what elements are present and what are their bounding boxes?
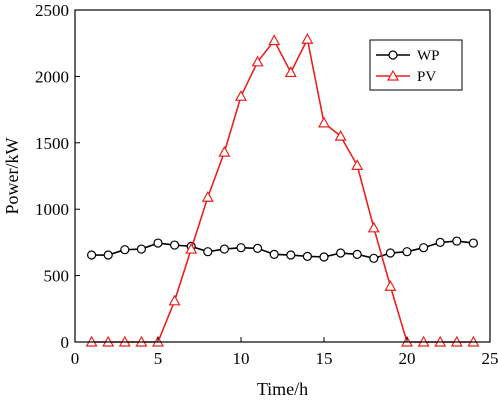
- series-pv-point: [168, 294, 181, 306]
- series-wp-point: [352, 249, 362, 259]
- series-wp-point: [369, 253, 379, 263]
- series-wp-point: [302, 251, 312, 261]
- series-wp-point: [103, 250, 113, 260]
- y-tick-label: 1000: [35, 200, 69, 219]
- series-wp-point: [86, 250, 97, 260]
- series-wp-point: [236, 243, 246, 253]
- x-tick-label: 15: [316, 349, 333, 368]
- series-pv-point: [268, 34, 281, 46]
- x-tick-label: 25: [482, 349, 498, 368]
- series-wp-point: [153, 238, 163, 248]
- x-tick-label: 5: [154, 349, 163, 368]
- plot-frame: [74, 9, 491, 343]
- series-wp-point: [269, 249, 279, 259]
- legend: WP PV: [369, 39, 463, 91]
- series-wp-point: [319, 252, 329, 262]
- x-tick-label: 0: [71, 349, 80, 368]
- y-tick-label: 500: [44, 267, 70, 286]
- series-wp-point: [203, 247, 213, 257]
- series-pv-point: [301, 32, 314, 44]
- x-tick-label: 10: [233, 349, 250, 368]
- series-pv-point: [367, 221, 380, 233]
- legend-pv-marker: [386, 69, 400, 81]
- series-wp-point: [253, 243, 263, 253]
- series-wp-point: [385, 248, 395, 258]
- legend-box: [369, 39, 463, 91]
- y-tick-label: 1500: [35, 134, 69, 153]
- series-wp-point: [219, 244, 229, 254]
- series-wp-point: [419, 243, 429, 253]
- legend-pv-label: PV: [417, 69, 436, 85]
- series-pv-point: [334, 129, 347, 141]
- series-wp-point: [402, 247, 412, 257]
- y-tick-label: 0: [61, 333, 70, 352]
- series-pv-point: [234, 90, 248, 101]
- axis-layer: [74, 9, 491, 343]
- series-wp-point: [435, 237, 445, 247]
- series-pv-point: [351, 159, 364, 170]
- series-pv-point: [384, 279, 397, 291]
- y-tick-label: 2000: [35, 67, 69, 86]
- y-axis-title: Power/kW: [2, 137, 22, 214]
- legend-wp-label: WP: [417, 48, 440, 64]
- series-wp-line: [91, 240, 474, 260]
- series-wp-point: [136, 244, 146, 254]
- label-layer: 0 5 10 15 20 25 0 500 1000 1500 2000 2500: [35, 1, 498, 368]
- series-wp-point: [120, 245, 130, 255]
- series-pv-point: [201, 191, 214, 202]
- series-wp-point: [286, 250, 296, 260]
- series-wp-point: [170, 240, 180, 250]
- y-tick-label: 2500: [35, 1, 69, 20]
- series-wp-point: [336, 248, 346, 258]
- series-pv-point: [284, 66, 297, 78]
- x-tick-label: 20: [399, 349, 416, 368]
- series-wp-point: [452, 236, 462, 246]
- series-pv-point: [317, 116, 331, 128]
- x-axis-title: Time/h: [257, 379, 308, 399]
- series-pv-point: [185, 242, 198, 254]
- series-wp-point: [468, 238, 478, 248]
- legend-wp-marker: [388, 50, 398, 60]
- series-pv-point: [218, 145, 231, 157]
- series-pv-point: [251, 55, 264, 67]
